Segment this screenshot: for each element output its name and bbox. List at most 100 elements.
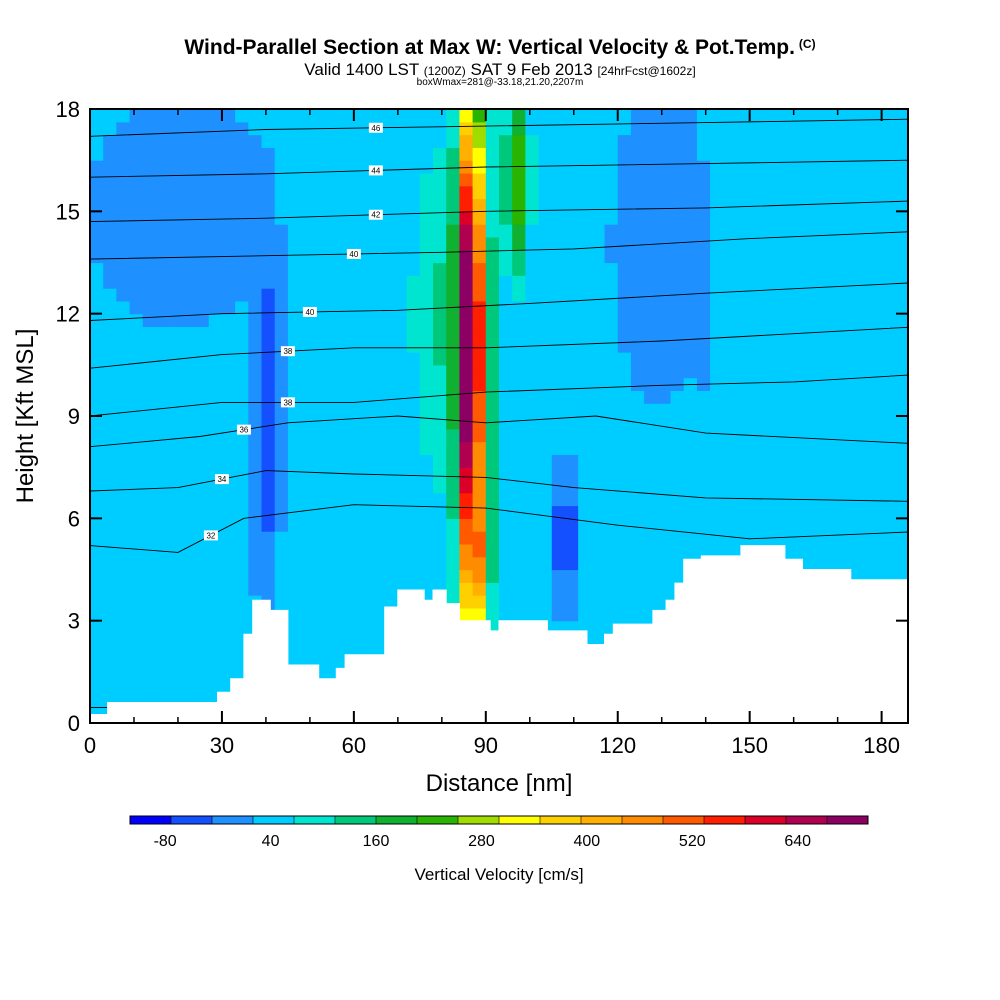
velocity-cell [221,326,236,340]
velocity-cell [221,518,236,532]
velocity-cell [564,352,579,366]
velocity-cell [776,479,790,494]
velocity-cell [287,224,302,238]
velocity-cell [485,352,500,366]
velocity-cell [472,185,487,200]
velocity-cell [762,479,777,494]
colorbar-label: 40 [262,833,280,850]
velocity-cell [776,160,790,174]
velocity-cell [828,326,843,340]
velocity-cell [894,185,909,200]
velocity-cell [182,121,197,136]
velocity-cell [485,172,500,187]
velocity-cell [723,262,738,276]
velocity-cell [406,403,421,417]
velocity-cell [155,364,170,379]
velocity-cell [169,416,183,430]
velocity-cell [446,390,461,404]
velocity-cell [472,236,487,251]
velocity-cell [287,582,302,596]
velocity-cell [842,339,856,353]
velocity-cell [129,556,144,571]
velocity-cell [340,172,355,187]
velocity-cell [433,121,447,136]
velocity-cell [419,339,434,353]
velocity-cell [881,543,896,558]
velocity-cell [459,147,474,161]
velocity-cell [261,531,276,545]
velocity-cell [261,377,276,392]
velocity-cell [578,595,592,609]
velocity-cell [842,160,856,174]
velocity-cell [644,377,658,392]
velocity-cell [261,172,276,187]
velocity-cell [380,556,395,571]
velocity-cell [406,390,421,404]
velocity-cell [367,479,381,494]
velocity-cell [868,262,883,276]
velocity-cell [512,288,526,302]
velocity-cell [591,505,606,519]
velocity-cell [235,275,249,289]
velocity-cell [591,339,606,353]
velocity-cell [103,262,117,276]
velocity-cell [116,441,131,455]
velocity-cell [828,416,843,430]
velocity-cell [287,364,302,379]
velocity-cell [129,595,144,609]
velocity-cell [683,441,698,455]
isentrope-line [89,200,909,223]
velocity-cell [776,390,790,404]
velocity-cell [182,684,197,699]
velocity-cell [195,595,210,609]
velocity-cell [274,134,289,148]
velocity-cell [327,224,342,238]
velocity-cell [696,172,711,187]
velocity-cell [129,134,144,148]
velocity-cell [261,300,276,315]
velocity-cell [499,364,513,379]
velocity-cell [776,134,790,148]
velocity-cell [710,262,724,276]
velocity-cell [287,556,302,571]
velocity-cell [155,352,170,366]
velocity-cell [776,531,790,545]
velocity-cell [446,288,461,302]
velocity-cell [749,403,764,417]
velocity-cell [578,185,592,200]
velocity-cell [723,121,738,136]
velocity-cell [406,454,421,468]
isentrope-line [89,326,909,369]
velocity-cell [90,147,104,161]
velocity-cell [630,454,645,468]
velocity-cell [90,262,104,276]
velocity-cell [723,236,738,251]
velocity-cell [564,416,579,430]
velocity-cell [380,479,395,494]
velocity-cell [564,582,579,596]
velocity-cell [261,428,276,443]
velocity-cell [367,454,381,468]
velocity-cell [776,352,790,366]
velocity-cell [301,492,315,507]
velocity-cell [327,288,342,302]
velocity-cell [129,569,144,583]
velocity-cell [155,236,170,251]
velocity-cell [367,288,381,302]
colorbar-label: 160 [363,833,390,850]
velocity-cell [538,377,553,392]
velocity-cell [881,313,896,328]
velocity-cell [815,172,830,187]
velocity-cell [762,236,777,251]
velocity-cell [287,633,302,647]
velocity-cell [248,339,263,353]
velocity-cell [578,339,592,353]
velocity-cell [617,147,632,161]
velocity-cell [894,339,909,353]
velocity-cell [525,467,540,481]
velocity-cell [842,211,856,225]
velocity-cell [103,109,117,123]
velocity-cell [828,211,843,225]
velocity-cell [723,377,738,392]
velocity-cell [419,160,434,174]
